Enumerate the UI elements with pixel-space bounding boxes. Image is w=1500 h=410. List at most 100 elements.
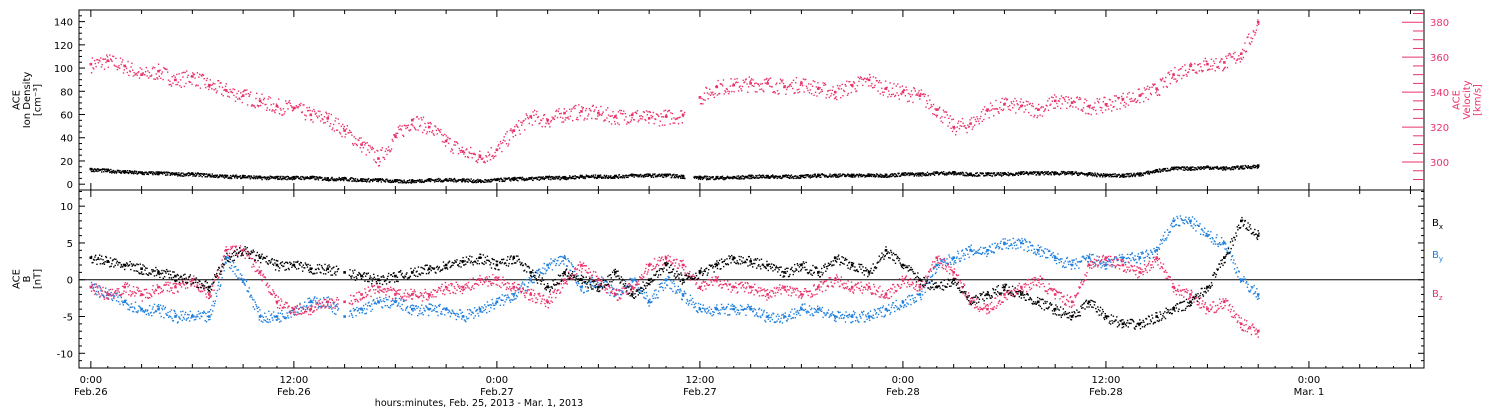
- scatter-texture-dot: [956, 173, 959, 175]
- scatter-texture-dot: [370, 310, 372, 312]
- scatter-texture-dot: [460, 151, 462, 153]
- scatter-texture-dot: [1085, 112, 1087, 115]
- scatter-texture-dot: [1128, 176, 1130, 178]
- scatter-texture-dot: [1107, 108, 1110, 110]
- scatter-texture-dot: [850, 176, 852, 178]
- scatter-texture-dot: [186, 173, 189, 175]
- scatter-texture-dot: [645, 297, 647, 300]
- scatter-texture-dot: [1184, 69, 1187, 72]
- scatter-texture-dot: [342, 123, 344, 126]
- scatter-texture-dot: [390, 181, 392, 184]
- scatter-texture-dot: [1257, 166, 1260, 169]
- scatter-texture-dot: [194, 77, 196, 79]
- scatter-texture-dot: [223, 174, 225, 177]
- scatter-texture-dot: [209, 176, 212, 178]
- scatter-texture-dot: [339, 133, 342, 135]
- scatter-texture-dot: [964, 124, 966, 127]
- scatter-texture-dot: [675, 174, 677, 176]
- scatter-texture-dot: [411, 123, 413, 125]
- scatter-texture-dot: [747, 177, 750, 179]
- scatter-texture-dot: [974, 175, 976, 177]
- scatter-texture-dot: [922, 172, 925, 174]
- scatter-texture-dot: [571, 119, 574, 122]
- scatter-texture-dot: [1044, 109, 1046, 111]
- scatter-texture-dot: [262, 321, 264, 323]
- scatter-texture-dot: [189, 174, 191, 177]
- scatter-texture-dot: [1036, 116, 1038, 119]
- scatter-texture-dot: [260, 101, 263, 104]
- scatter-texture-dot: [695, 177, 698, 179]
- scatter-texture-dot: [635, 112, 638, 115]
- scatter-texture-dot: [1094, 102, 1096, 104]
- scatter-texture-dot: [228, 266, 231, 269]
- scatter-texture-dot: [363, 141, 365, 143]
- scatter-texture-dot: [176, 314, 178, 316]
- scatter-texture-dot: [369, 305, 372, 307]
- scatter-texture-dot: [957, 173, 960, 175]
- scatter-texture-dot: [676, 118, 678, 120]
- scatter-texture-dot: [955, 172, 957, 174]
- scatter-texture-dot: [587, 176, 590, 178]
- scatter-texture-dot: [279, 312, 282, 314]
- scatter-texture-dot: [256, 177, 259, 180]
- scatter-texture-dot: [1133, 172, 1135, 175]
- scatter-texture-dot: [416, 116, 419, 118]
- scatter-texture-dot: [235, 275, 238, 277]
- scatter-texture-dot: [933, 174, 936, 176]
- scatter-texture-dot: [280, 109, 282, 111]
- scatter-texture-dot: [353, 178, 355, 181]
- scatter-texture-dot: [214, 88, 217, 90]
- scatter-texture-dot: [1246, 166, 1248, 169]
- scatter-texture-dot: [205, 86, 207, 89]
- scatter-texture-dot: [864, 176, 866, 178]
- scatter-texture-dot: [315, 176, 317, 178]
- scatter-texture-dot: [892, 93, 894, 95]
- scatter-texture-dot: [703, 92, 706, 94]
- scatter-texture-dot: [429, 121, 432, 124]
- scatter-texture-dot: [306, 176, 308, 178]
- scatter-texture-dot: [450, 150, 452, 153]
- scatter-texture-dot: [701, 178, 704, 180]
- scatter-texture-dot: [1195, 167, 1197, 169]
- scatter-texture-dot: [1131, 175, 1134, 178]
- scatter-texture-dot: [313, 297, 315, 299]
- scatter-texture-dot: [442, 134, 444, 137]
- scatter-texture-dot: [513, 179, 516, 181]
- scatter-texture-dot: [328, 180, 330, 182]
- scatter-texture-dot: [657, 114, 659, 116]
- scatter-texture-dot: [1144, 89, 1146, 91]
- scatter-texture-dot: [986, 174, 988, 177]
- scatter-texture-dot: [456, 315, 459, 318]
- scatter-texture-dot: [521, 283, 523, 285]
- scatter-texture-dot: [613, 117, 615, 119]
- scatter-texture-dot: [484, 179, 487, 181]
- scatter-texture-dot: [438, 129, 440, 131]
- scatter-texture-dot: [392, 303, 395, 305]
- scatter-texture-dot: [883, 91, 885, 93]
- scatter-texture-dot: [847, 173, 849, 176]
- scatter-texture-dot: [1040, 171, 1043, 174]
- scatter-texture-dot: [1058, 174, 1061, 176]
- scatter-texture-dot: [255, 97, 257, 100]
- scatter-texture-dot: [546, 269, 548, 271]
- scatter-texture-dot: [317, 110, 320, 112]
- scatter-texture-dot: [1119, 108, 1121, 110]
- scatter-texture-dot: [761, 82, 763, 85]
- scatter-texture-dot: [396, 132, 399, 135]
- scatter-texture-dot: [573, 105, 575, 108]
- scatter-texture-dot: [945, 172, 947, 174]
- scatter-texture-dot: [172, 319, 175, 322]
- scatter-texture-dot: [757, 83, 760, 85]
- scatter-texture-dot: [582, 106, 585, 109]
- scatter-texture-dot: [403, 179, 405, 181]
- scatter-texture-dot: [626, 123, 628, 125]
- scatter-texture-dot: [357, 139, 359, 141]
- scatter-texture-dot: [259, 104, 262, 107]
- scatter-texture-dot: [136, 74, 138, 77]
- scatter-texture-dot: [382, 156, 384, 159]
- scatter-texture-dot: [1109, 174, 1112, 177]
- scatter-texture-dot: [617, 177, 620, 179]
- scatter-texture-dot: [819, 87, 821, 89]
- scatter-texture-dot: [318, 115, 320, 117]
- scatter-texture-dot: [398, 297, 401, 300]
